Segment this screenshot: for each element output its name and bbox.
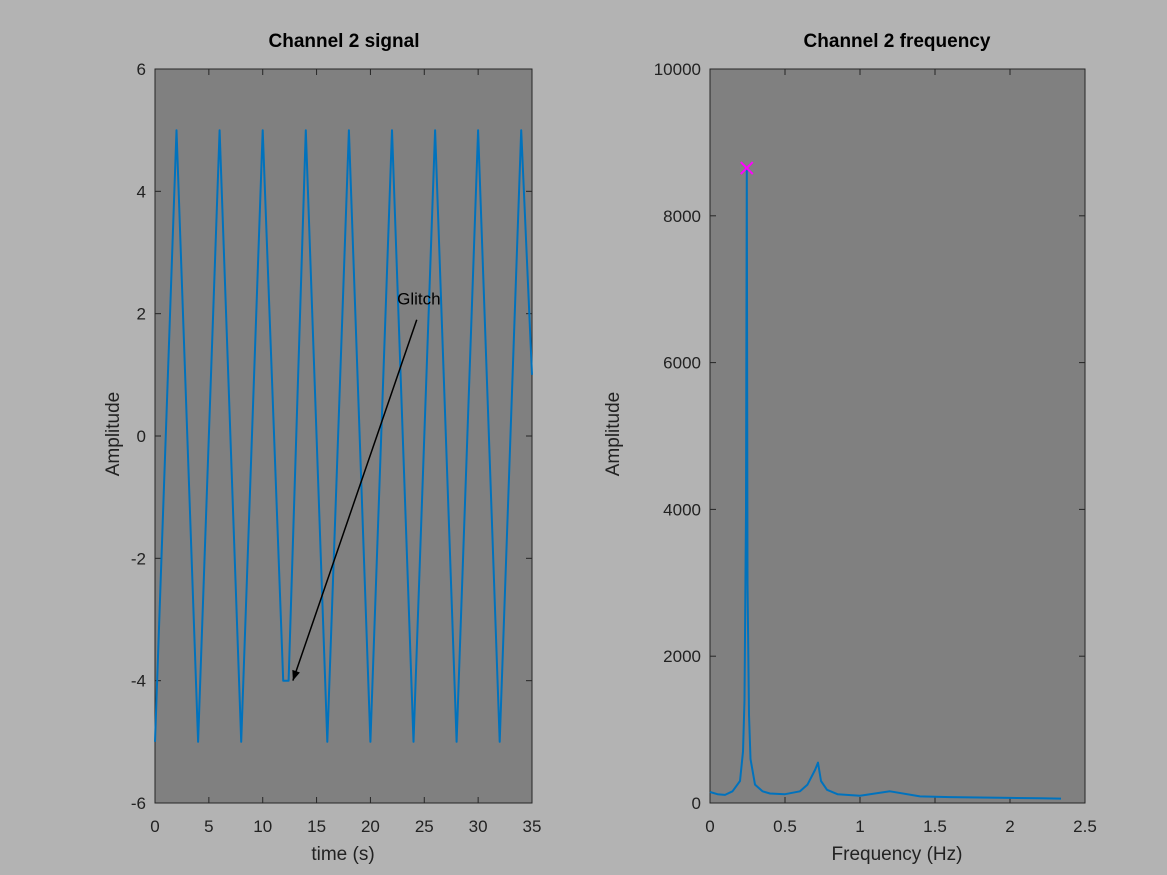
frequency-xtick-label: 0 bbox=[705, 817, 714, 836]
signal-xtick-label: 10 bbox=[253, 817, 272, 836]
signal-ytick-label: 2 bbox=[137, 305, 146, 324]
signal-ylabel: Amplitude bbox=[103, 392, 124, 477]
glitch-arrow-head bbox=[292, 669, 300, 681]
frequency-axes-background bbox=[709, 68, 1086, 804]
frequency-xtick-label: 1.5 bbox=[923, 817, 947, 836]
frequency-xtick-label: 2 bbox=[1005, 817, 1014, 836]
signal-ytick-label: 4 bbox=[137, 182, 146, 201]
signal-xtick-label: 15 bbox=[307, 817, 326, 836]
signal-ytick-label: -4 bbox=[131, 672, 146, 691]
signal-title: Channel 2 signal bbox=[269, 31, 420, 52]
frequency-xtick-label: 0.5 bbox=[773, 817, 797, 836]
frequency-ytick-label: 0 bbox=[692, 794, 701, 813]
signal-ticks: 0 5 10 15 20 25 30 35 -6 -4 -2 0 2 4 6 bbox=[131, 60, 542, 836]
frequency-plot: Channel 2 frequency 0 0.5 1 1.5 2 2.5 0 2000 400… bbox=[603, 31, 1097, 865]
signal-series-line bbox=[154, 129, 533, 743]
signal-ytick-label: -6 bbox=[131, 794, 146, 813]
frequency-ytick-label: 6000 bbox=[663, 354, 701, 373]
signal-xtick-label: 35 bbox=[523, 817, 542, 836]
frequency-ytick-label: 2000 bbox=[663, 647, 701, 666]
glitch-annotation: Glitch bbox=[292, 289, 441, 681]
frequency-title: Channel 2 frequency bbox=[804, 31, 991, 52]
frequency-xlabel: Frequency (Hz) bbox=[832, 844, 963, 865]
signal-ytick-label: 0 bbox=[137, 427, 146, 446]
signal-ytick-label: 6 bbox=[137, 60, 146, 79]
glitch-arrow-shaft bbox=[292, 319, 418, 681]
signal-xtick-label: 0 bbox=[150, 817, 159, 836]
frequency-ytick-label: 10000 bbox=[654, 60, 701, 79]
signal-xlabel: time (s) bbox=[311, 844, 374, 865]
frequency-ticks: 0 0.5 1 1.5 2 2.5 0 2000 4000 6000 8000 10000 bbox=[654, 60, 1097, 836]
signal-xtick-label: 20 bbox=[361, 817, 380, 836]
frequency-series bbox=[709, 161, 1062, 800]
signal-series bbox=[154, 129, 533, 743]
frequency-ylabel: Amplitude bbox=[603, 392, 624, 477]
signal-xtick-label: 30 bbox=[469, 817, 488, 836]
signal-ytick-label: -2 bbox=[131, 549, 146, 568]
signal-plot: Channel 2 signal 0 5 10 15 20 25 30 35 -6 -4 -2 0 2 4… bbox=[103, 31, 541, 865]
frequency-ytick-label: 4000 bbox=[663, 500, 701, 519]
frequency-xtick-label: 1 bbox=[855, 817, 864, 836]
frequency-xtick-label: 2.5 bbox=[1073, 817, 1097, 836]
peak-marker bbox=[740, 161, 754, 175]
frequency-series-line bbox=[709, 167, 1062, 800]
signal-xtick-label: 25 bbox=[415, 817, 434, 836]
signal-xtick-label: 5 bbox=[204, 817, 213, 836]
frequency-ytick-label: 8000 bbox=[663, 207, 701, 226]
glitch-annotation-text: Glitch bbox=[397, 289, 440, 308]
